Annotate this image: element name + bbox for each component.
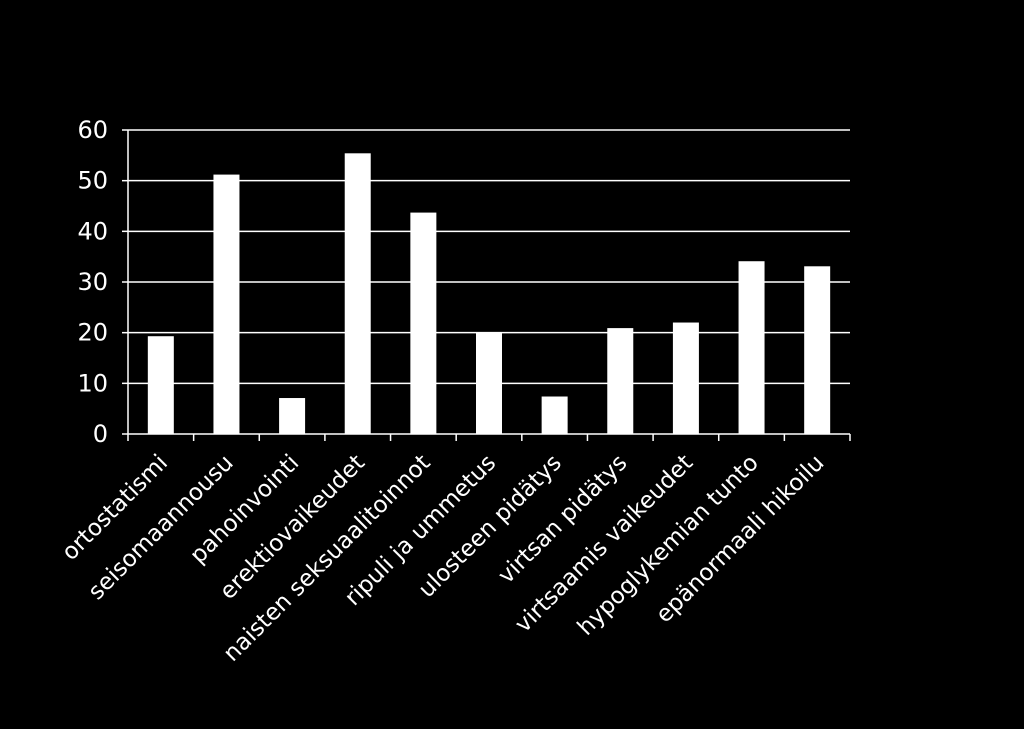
y-tick-label: 60 [77,116,108,144]
bar-5 [410,212,437,434]
bar-1 [147,336,174,434]
bar-11 [804,266,831,434]
bar-10 [738,261,765,434]
bar-7 [541,396,568,434]
axes [127,130,851,441]
y-tick-label: 50 [77,167,108,195]
bars [147,153,831,434]
y-tick-label: 40 [77,217,108,245]
bar-9 [672,322,699,434]
gridlines [122,129,850,435]
bar-8 [607,328,634,434]
x-tick-labels: ortostatismiseisomaannousupahoinvointier… [57,450,829,667]
bar-6 [476,332,502,434]
bar-4 [344,153,371,434]
bar-3 [279,398,306,434]
y-tick-labels: 0 10 20 30 40 50 60 [77,116,108,448]
y-tick-label: 30 [77,268,108,296]
y-tick-label: 20 [77,319,108,347]
y-tick-label: 0 [93,420,108,448]
y-tick-label: 10 [77,369,108,397]
bar-2 [213,174,240,434]
